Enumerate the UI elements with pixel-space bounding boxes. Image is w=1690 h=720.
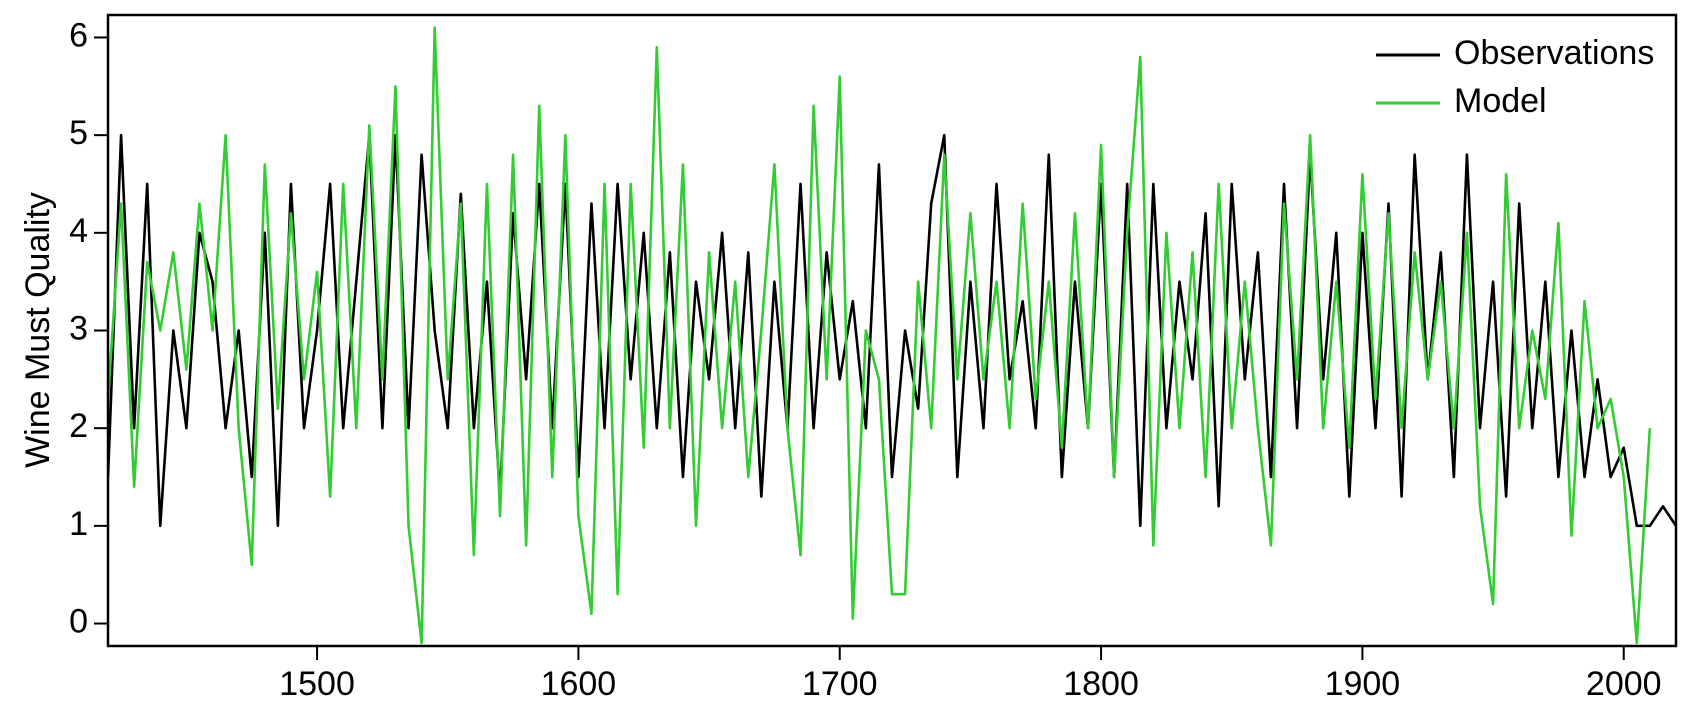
- y-tick-label: 2: [69, 407, 88, 445]
- y-tick-label: 3: [69, 309, 88, 347]
- x-tick-label: 1600: [541, 665, 617, 703]
- x-tick-label: 1800: [1063, 665, 1139, 703]
- y-tick-label: 5: [69, 114, 88, 152]
- x-tick-label: 1700: [802, 665, 878, 703]
- series-line: [108, 26, 1652, 645]
- x-tick-label: 1900: [1325, 665, 1401, 703]
- y-tick-label: 4: [69, 212, 88, 250]
- x-tick-label: 1500: [279, 665, 355, 703]
- x-tick-label: 2000: [1586, 665, 1662, 703]
- y-tick-label: 0: [69, 603, 88, 641]
- y-axis-label: Wine Must Quality: [19, 192, 57, 468]
- legend-label: Model: [1454, 82, 1547, 120]
- legend-label: Observations: [1454, 34, 1654, 72]
- y-tick-label: 6: [69, 16, 88, 54]
- plot-frame: [106, 13, 1678, 648]
- y-tick-label: 1: [69, 505, 88, 543]
